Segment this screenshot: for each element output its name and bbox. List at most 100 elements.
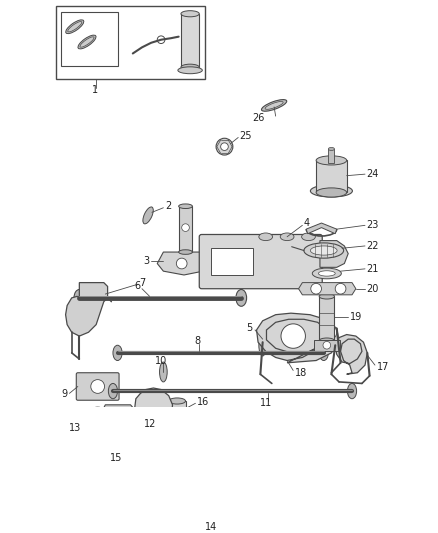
Circle shape: [321, 325, 337, 340]
Ellipse shape: [66, 20, 84, 34]
FancyBboxPatch shape: [199, 235, 322, 289]
Ellipse shape: [74, 289, 85, 306]
Text: 16: 16: [197, 397, 209, 407]
Circle shape: [221, 143, 228, 150]
Text: 6: 6: [134, 281, 141, 292]
Ellipse shape: [319, 338, 335, 343]
Polygon shape: [102, 405, 136, 429]
Ellipse shape: [259, 335, 266, 356]
Text: 1: 1: [92, 85, 98, 95]
Ellipse shape: [316, 156, 347, 165]
Ellipse shape: [259, 233, 272, 240]
Ellipse shape: [318, 271, 335, 276]
Bar: [328, 149, 335, 163]
Circle shape: [94, 413, 102, 420]
Text: 5: 5: [247, 322, 253, 333]
Ellipse shape: [319, 294, 335, 299]
Bar: [181, 14, 199, 67]
Circle shape: [114, 411, 124, 422]
Ellipse shape: [319, 345, 328, 360]
Ellipse shape: [159, 362, 167, 382]
Ellipse shape: [179, 204, 192, 208]
Circle shape: [132, 473, 159, 501]
Polygon shape: [115, 388, 185, 529]
Text: 23: 23: [367, 220, 379, 230]
Ellipse shape: [169, 398, 186, 404]
Ellipse shape: [113, 345, 122, 360]
Bar: [57, 6, 205, 79]
Polygon shape: [157, 252, 207, 275]
Ellipse shape: [311, 246, 337, 255]
Ellipse shape: [347, 383, 357, 399]
Circle shape: [182, 224, 189, 231]
Circle shape: [177, 258, 187, 269]
Circle shape: [216, 138, 233, 155]
Ellipse shape: [316, 188, 347, 197]
Ellipse shape: [80, 37, 94, 47]
Ellipse shape: [169, 422, 186, 429]
Ellipse shape: [280, 233, 294, 240]
Bar: [314, 340, 340, 351]
Circle shape: [91, 379, 105, 393]
Ellipse shape: [261, 100, 287, 111]
Ellipse shape: [311, 185, 353, 197]
Text: 3: 3: [144, 256, 150, 266]
Ellipse shape: [236, 289, 247, 306]
Bar: [319, 296, 335, 341]
Polygon shape: [306, 223, 337, 234]
Ellipse shape: [312, 268, 341, 279]
FancyBboxPatch shape: [76, 373, 119, 400]
Text: 18: 18: [295, 368, 307, 378]
Circle shape: [157, 491, 180, 514]
Text: 9: 9: [62, 389, 68, 399]
Ellipse shape: [143, 207, 153, 224]
Text: 12: 12: [144, 419, 156, 429]
Text: 22: 22: [367, 241, 379, 251]
Circle shape: [157, 36, 165, 44]
Circle shape: [173, 409, 182, 418]
Ellipse shape: [304, 243, 344, 258]
Bar: [316, 160, 347, 192]
Bar: [169, 401, 186, 425]
Ellipse shape: [328, 148, 335, 150]
Ellipse shape: [108, 383, 117, 399]
Text: 11: 11: [260, 398, 272, 408]
Circle shape: [323, 342, 331, 349]
Polygon shape: [257, 313, 339, 363]
Bar: [179, 206, 192, 252]
Text: 24: 24: [367, 169, 379, 179]
Bar: [211, 248, 253, 275]
Text: 25: 25: [239, 131, 251, 141]
Ellipse shape: [68, 21, 82, 32]
Polygon shape: [66, 282, 108, 336]
Text: 14: 14: [205, 522, 217, 532]
Ellipse shape: [181, 64, 199, 70]
Ellipse shape: [302, 233, 315, 240]
Text: 10: 10: [155, 356, 167, 366]
Text: 8: 8: [194, 336, 201, 346]
Polygon shape: [335, 335, 367, 374]
Circle shape: [281, 324, 305, 348]
Text: 17: 17: [377, 361, 389, 372]
Ellipse shape: [78, 35, 96, 49]
Text: 15: 15: [110, 453, 122, 463]
Ellipse shape: [181, 11, 199, 17]
Ellipse shape: [265, 101, 283, 109]
Text: 7: 7: [140, 278, 146, 288]
Text: 20: 20: [367, 284, 379, 294]
Circle shape: [88, 407, 107, 425]
Ellipse shape: [135, 438, 146, 448]
Ellipse shape: [178, 67, 202, 74]
Ellipse shape: [179, 250, 192, 254]
Text: 21: 21: [367, 264, 379, 274]
Circle shape: [311, 284, 321, 294]
Polygon shape: [299, 282, 356, 295]
Text: 2: 2: [165, 201, 171, 211]
Text: 26: 26: [252, 114, 264, 124]
Circle shape: [335, 284, 346, 294]
Text: 13: 13: [69, 423, 81, 433]
Polygon shape: [320, 240, 348, 268]
Text: 19: 19: [350, 312, 362, 322]
Bar: [61, 12, 118, 66]
Text: 4: 4: [304, 218, 310, 228]
